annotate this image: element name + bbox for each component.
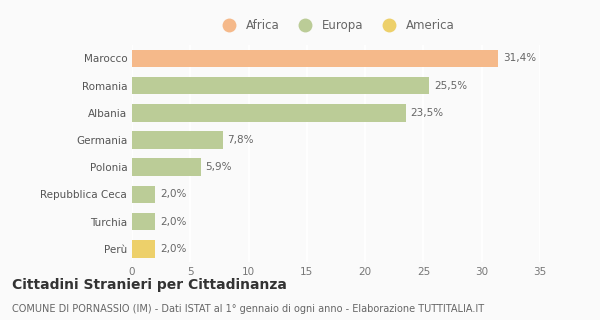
Text: 2,0%: 2,0% <box>160 189 187 199</box>
Text: COMUNE DI PORNASSIO (IM) - Dati ISTAT al 1° gennaio di ogni anno - Elaborazione : COMUNE DI PORNASSIO (IM) - Dati ISTAT al… <box>12 304 484 314</box>
Bar <box>132 213 155 230</box>
Text: 5,9%: 5,9% <box>205 162 232 172</box>
Legend: Africa, Europa, America: Africa, Europa, America <box>215 17 457 35</box>
Bar <box>132 158 201 176</box>
Bar <box>132 186 155 203</box>
Bar <box>132 50 498 67</box>
Text: 7,8%: 7,8% <box>227 135 254 145</box>
Bar <box>132 131 223 149</box>
Text: 2,0%: 2,0% <box>160 217 187 227</box>
Text: 31,4%: 31,4% <box>503 53 536 63</box>
Text: 23,5%: 23,5% <box>410 108 444 118</box>
Text: Cittadini Stranieri per Cittadinanza: Cittadini Stranieri per Cittadinanza <box>12 278 287 292</box>
Text: 2,0%: 2,0% <box>160 244 187 254</box>
Text: 25,5%: 25,5% <box>434 81 467 91</box>
Bar <box>132 77 429 94</box>
Bar <box>132 104 406 122</box>
Bar <box>132 240 155 258</box>
